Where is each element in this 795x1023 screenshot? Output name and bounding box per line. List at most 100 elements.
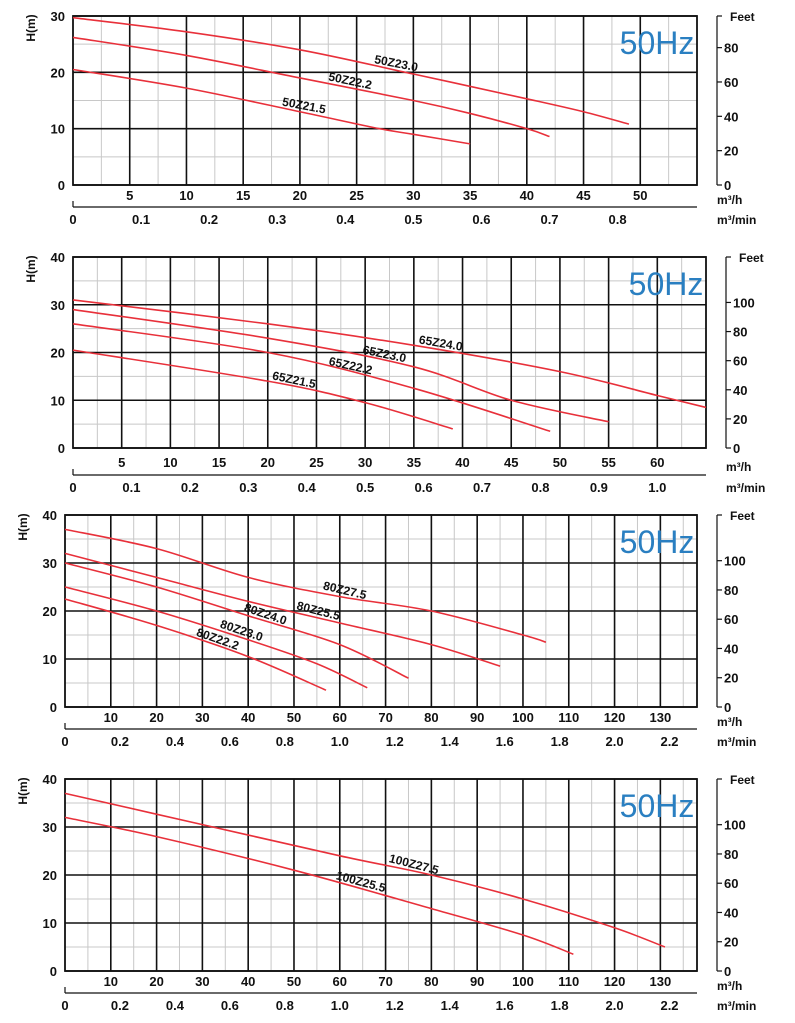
frequency-label: 50Hz (629, 266, 704, 302)
x-tick-label-m3min: 0.8 (276, 734, 294, 749)
pump-curve-80Z25.5 (64, 552, 501, 667)
x-tick-label-m3min: 0.8 (276, 998, 294, 1013)
x-tick-label-m3h: 10 (104, 974, 118, 989)
x-tick-label-m3h: 120 (604, 974, 626, 989)
curve-label-80Z27.5: 80Z27.5 (322, 579, 368, 603)
x-tick-label-m3h: 40 (520, 188, 534, 203)
chart-2: 0 10 20 30 40 H(m) 0 20 40 60 80 100 Feet 5 10 15 20 25 30… (24, 250, 765, 495)
pump-curve-80Z22.2 (64, 598, 327, 691)
x-tick-label-m3min: 1.8 (551, 734, 569, 749)
x-tick-label-m3h: 40 (241, 710, 255, 725)
x-tick-label-m3h: 15 (212, 455, 226, 470)
frequency-label: 50Hz (620, 25, 695, 61)
chart-4: 0 10 20 30 40 H(m) 0 20 40 60 80 100 Feet 10 20 30 40 50 6… (16, 772, 756, 1013)
x-tick-label-m3min: 0.6 (221, 998, 239, 1013)
y-axis-label: H(m) (16, 777, 30, 804)
pump-curve-65Z23.0 (72, 308, 609, 423)
pump-curve-65Z21.5 (72, 349, 454, 430)
feet-tick-label: 60 (724, 612, 738, 627)
x-tick-label-m3min: 0.2 (111, 734, 129, 749)
x-tick-label-m3h: 25 (349, 188, 363, 203)
feet-tick-label: 100 (724, 818, 746, 833)
pump-curve-65Z24.0 (72, 299, 707, 409)
y-tick-label: 30 (43, 556, 57, 571)
x-tick-label-m3min: 0.6 (472, 212, 490, 227)
x-tick-label-m3h: 120 (604, 710, 626, 725)
feet-tick-label: 40 (733, 383, 747, 398)
x-tick-label-m3h: 35 (463, 188, 477, 203)
x-tick-label-m3h: 20 (149, 974, 163, 989)
x-tick-label-m3min: 0.5 (356, 480, 374, 495)
x-axis-label-m3min: m³/min (717, 999, 756, 1013)
x-tick-label-m3h: 20 (149, 710, 163, 725)
feet-axis-label: Feet (730, 509, 755, 523)
x-tick-label-m3min: 1.8 (551, 998, 569, 1013)
x-tick-label-m3h: 35 (407, 455, 421, 470)
y-tick-label: 10 (43, 652, 57, 667)
curve-label-80Z25.5: 80Z25.5 (295, 599, 341, 624)
x-tick-label-m3min: 0.8 (531, 480, 549, 495)
x-tick-label-m3min: 0.4 (166, 998, 185, 1013)
y-tick-label: 0 (58, 178, 65, 193)
frequency-label: 50Hz (620, 788, 695, 824)
x-tick-label-m3min: 0 (61, 734, 68, 749)
x-tick-label-m3min: 0.9 (590, 480, 608, 495)
x-tick-label-m3h: 60 (333, 710, 347, 725)
y-axis-label: H(m) (24, 255, 38, 282)
plot-frame (64, 514, 698, 708)
x-tick-label-m3h: 40 (241, 974, 255, 989)
x-tick-label-m3h: 50 (287, 710, 301, 725)
y-tick-label: 10 (51, 393, 65, 408)
y-tick-label: 20 (43, 604, 57, 619)
y-tick-label: 40 (51, 250, 65, 265)
pump-curve-100Z27.5 (64, 792, 666, 948)
x-tick-label-m3min: 1.0 (331, 734, 349, 749)
x-tick-label-m3h: 10 (163, 455, 177, 470)
y-axis-label: H(m) (16, 513, 30, 540)
x-axis-label-m3min: m³/min (717, 735, 756, 749)
x-tick-label-m3h: 80 (424, 710, 438, 725)
x-tick-label-m3min: 0.1 (122, 480, 140, 495)
pump-curve-100Z25.5 (64, 816, 574, 955)
x-tick-label-m3h: 45 (504, 455, 518, 470)
x-tick-label-m3min: 1.4 (441, 998, 460, 1013)
x-tick-label-m3min: 2.2 (660, 998, 678, 1013)
x-tick-label-m3min: 0.4 (336, 212, 355, 227)
x-axis-label-m3min: m³/min (726, 481, 765, 495)
x-tick-label-m3h: 80 (424, 974, 438, 989)
x-tick-label-m3min: 2.2 (660, 734, 678, 749)
x-tick-label-m3h: 100 (512, 710, 534, 725)
x-tick-label-m3h: 30 (195, 710, 209, 725)
x-tick-label-m3h: 45 (576, 188, 590, 203)
y-tick-label: 30 (43, 820, 57, 835)
feet-tick-label: 80 (724, 847, 738, 862)
x-axis-label-m3h: m³/h (717, 715, 742, 729)
x-tick-label-m3h: 50 (553, 455, 567, 470)
plot-frame (64, 778, 698, 972)
chart-3: 0 10 20 30 40 H(m) 0 20 40 60 80 100 Feet 10 20 30 40 50 6… (16, 508, 756, 749)
x-tick-label-m3min: 0.3 (268, 212, 286, 227)
x-tick-label-m3min: 0.7 (473, 480, 491, 495)
x-tick-label-m3min: 1.6 (496, 734, 514, 749)
x-tick-label-m3h: 20 (261, 455, 275, 470)
x-tick-label-m3h: 60 (650, 455, 664, 470)
x-tick-label-m3min: 0.4 (166, 734, 185, 749)
x-tick-label-m3h: 70 (378, 974, 392, 989)
x-tick-label-m3min: 0.2 (111, 998, 129, 1013)
x-tick-label-m3h: 15 (236, 188, 250, 203)
y-tick-label: 20 (43, 868, 57, 883)
x-tick-label-m3min: 0.7 (540, 212, 558, 227)
feet-tick-label: 0 (724, 178, 731, 193)
x-tick-label-m3min: 1.2 (386, 734, 404, 749)
x-tick-label-m3min: 0.5 (404, 212, 422, 227)
x-tick-label-m3h: 5 (126, 188, 133, 203)
pump-curve-50Z22.2 (72, 36, 550, 138)
feet-tick-label: 80 (724, 583, 738, 598)
x-tick-label-m3min: 0.1 (132, 212, 150, 227)
feet-tick-label: 20 (724, 144, 738, 159)
plot-frame (72, 15, 698, 186)
x-tick-label-m3min: 1.6 (496, 998, 514, 1013)
x-tick-label-m3h: 60 (333, 974, 347, 989)
x-tick-label-m3min: 1.2 (386, 998, 404, 1013)
y-tick-label: 20 (51, 346, 65, 361)
